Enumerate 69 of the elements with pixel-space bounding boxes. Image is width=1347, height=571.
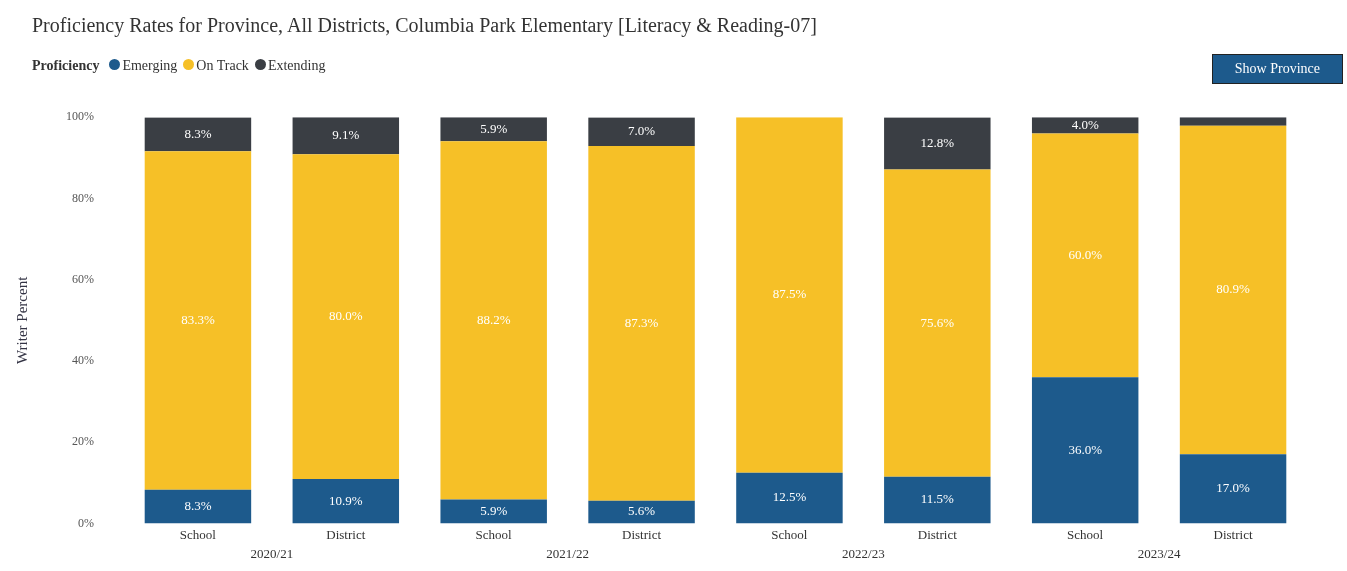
data-label: 8.3%	[184, 497, 212, 513]
show-province-button[interactable]: Show Province	[1211, 54, 1343, 84]
data-label: 12.5%	[772, 489, 807, 505]
data-label: 87.3%	[624, 314, 659, 330]
data-label: 8.3%	[184, 125, 212, 141]
data-label: 88.2%	[476, 311, 511, 327]
bar	[1179, 454, 1287, 524]
y-axis-title: Writer Percent	[13, 275, 30, 364]
data-label: 75.6%	[920, 314, 955, 330]
chart-title: Proficiency Rates for Province, All Districts, Columbia Park Elementary [Literacy & Reading-07]	[32, 14, 817, 37]
data-label: 83.3%	[181, 311, 215, 327]
bar	[736, 472, 843, 524]
bar	[440, 141, 547, 500]
x-tick-label: District	[917, 526, 958, 542]
data-label: 12.8%	[920, 135, 955, 151]
text: 2021/22	[546, 546, 589, 562]
data-label: 36.0%	[1068, 441, 1103, 457]
legend-label: Extending	[267, 58, 326, 73]
bar	[884, 476, 991, 524]
bar	[884, 169, 991, 477]
bar	[292, 117, 400, 155]
bar	[1031, 133, 1139, 378]
data-label: 4.0%	[1071, 116, 1099, 132]
data-label: 10.9%	[329, 492, 363, 508]
bar	[736, 117, 843, 473]
bar	[1179, 125, 1287, 455]
y-tick-label: 80%	[72, 190, 94, 205]
x-tick-label: School	[771, 526, 808, 542]
bar	[292, 479, 400, 524]
y-tick-label: 0%	[78, 515, 94, 530]
x-tick-label: School	[179, 526, 217, 542]
bar	[440, 117, 547, 142]
x-tick-label: School	[475, 526, 513, 542]
data-label: 5.6%	[628, 503, 656, 519]
y-tick-label: 100%	[66, 109, 94, 124]
x-tick-label: District	[622, 526, 662, 542]
data-label: 5.9%	[480, 502, 508, 518]
bar	[884, 117, 991, 170]
data-label: 60.0%	[1068, 246, 1103, 262]
data-label: 17.0%	[1216, 480, 1251, 496]
x-tick-label: School	[1067, 526, 1104, 542]
bar	[1179, 117, 1287, 126]
data-label: 9.1%	[332, 127, 360, 143]
legend-title: Proficiency	[32, 58, 100, 74]
y-tick-label: 40%	[72, 353, 94, 368]
x-tick-label: District	[1213, 526, 1253, 542]
bar	[144, 151, 252, 490]
bar	[588, 500, 695, 524]
y-tick-label: 60%	[72, 271, 94, 286]
text: 2020/21	[250, 546, 294, 562]
bar	[144, 117, 252, 152]
text: 2022/23	[842, 546, 885, 562]
bar	[588, 146, 695, 501]
y-tick-label: 20%	[72, 434, 94, 449]
data-label: 5.9%	[480, 120, 508, 136]
x-tick-label: District	[326, 526, 366, 542]
data-label: 87.5%	[772, 286, 807, 302]
bar	[144, 489, 252, 524]
data-label: 11.5%	[920, 491, 955, 507]
legend-label: On Track	[196, 58, 249, 73]
data-label: 80.9%	[1216, 281, 1251, 297]
bar	[1031, 377, 1139, 524]
bar	[292, 154, 400, 480]
data-label: 80.0%	[329, 308, 363, 324]
bar	[440, 499, 547, 524]
data-label: 7.0%	[628, 123, 656, 139]
legend-label: Emerging	[122, 58, 178, 73]
text: 2023/24	[1137, 546, 1181, 562]
bar	[588, 117, 695, 147]
